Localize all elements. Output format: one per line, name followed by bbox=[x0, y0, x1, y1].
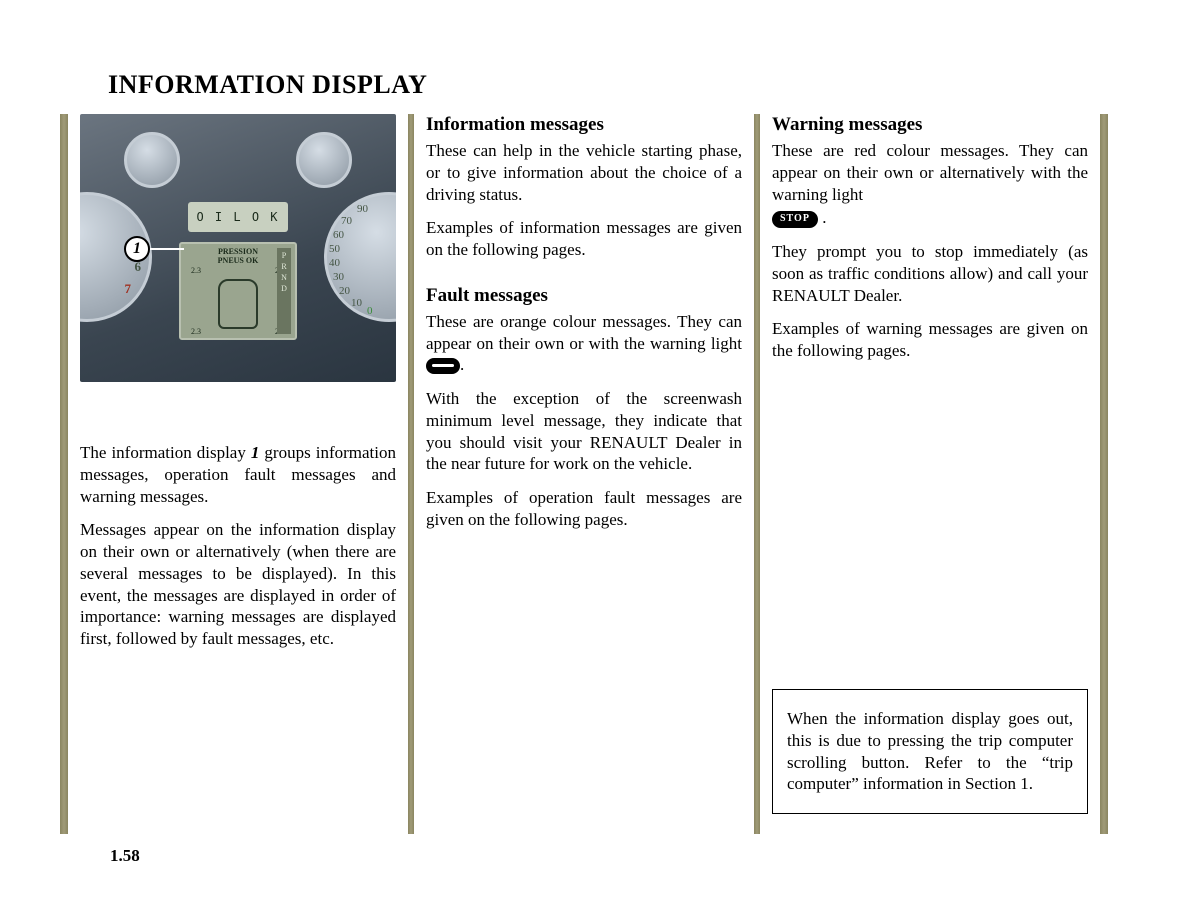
text: The information display bbox=[80, 443, 251, 462]
temp-gauge-icon bbox=[296, 132, 352, 188]
tach-num: 7 bbox=[125, 281, 132, 297]
wrench-icon bbox=[426, 358, 460, 374]
text: . bbox=[460, 355, 464, 374]
col3-para1: These are red colour messages. They can … bbox=[772, 140, 1088, 205]
warning-messages-heading: Warning messages bbox=[772, 114, 1088, 136]
info-messages-section: Information messages These can help in t… bbox=[426, 114, 742, 261]
col1-para1: The information display 1 groups informa… bbox=[80, 442, 396, 507]
car-outline-icon bbox=[218, 279, 258, 329]
pressure-label: PRESSION PNEUS OK bbox=[185, 248, 291, 266]
text: . bbox=[818, 208, 827, 227]
text: These are orange colour messages. They c… bbox=[426, 312, 742, 353]
speedo-num: 30 bbox=[333, 271, 344, 283]
gear-r: R bbox=[277, 261, 291, 272]
tire-value: 2.3 bbox=[191, 327, 201, 336]
col2-para5: Examples of operation fault messages are… bbox=[426, 487, 742, 531]
lcd-oil-ok: O I L O K bbox=[188, 202, 288, 232]
column-divider bbox=[60, 114, 68, 834]
gear-indicator: P R N D bbox=[277, 248, 291, 334]
stop-icon: STOP bbox=[772, 211, 818, 228]
col2-para3: These are orange colour messages. They c… bbox=[426, 311, 742, 376]
gear-n: N bbox=[277, 272, 291, 283]
speedometer-gauge: 90 70 60 50 40 30 20 10 0 k bbox=[324, 192, 396, 322]
col3-para2: They prompt you to stop immediately (as … bbox=[772, 241, 1088, 306]
gear-p: P bbox=[277, 250, 291, 261]
col3-para3: Examples of warning messages are given o… bbox=[772, 318, 1088, 362]
info-messages-heading: Information messages bbox=[426, 114, 742, 136]
speedo-num: 40 bbox=[329, 257, 340, 269]
col2-para4: With the exception of the screenwash min… bbox=[426, 388, 742, 475]
speedo-num: 90 bbox=[357, 203, 368, 215]
column-1: 5 6 7 90 70 60 50 40 30 20 10 0 k O I L … bbox=[68, 114, 408, 834]
fuel-gauge-icon bbox=[124, 132, 180, 188]
page-number: 1.58 bbox=[110, 846, 140, 866]
speedo-num: 50 bbox=[329, 243, 340, 255]
speedo-num: 10 bbox=[351, 297, 362, 309]
note-box: When the information display goes out, t… bbox=[772, 689, 1088, 814]
column-divider bbox=[1100, 114, 1108, 834]
col1-para2: Messages appear on the information displ… bbox=[80, 519, 396, 650]
column-2: Information messages These can help in t… bbox=[414, 114, 754, 834]
callout-line bbox=[150, 248, 184, 250]
callout-badge: 1 bbox=[124, 236, 150, 262]
stop-line: STOP . bbox=[772, 207, 1088, 229]
col2-para2: Examples of information messages are giv… bbox=[426, 217, 742, 261]
content-columns: 5 6 7 90 70 60 50 40 30 20 10 0 k O I L … bbox=[60, 114, 1140, 834]
col2-para1: These can help in the vehicle starting p… bbox=[426, 140, 742, 205]
gear-d: D bbox=[277, 283, 291, 294]
lcd-pressure-display: PRESSION PNEUS OK 2.3 2.3 2.3 2.3 P R N … bbox=[179, 242, 297, 340]
speedo-num: 0 bbox=[367, 305, 373, 317]
speedo-num: 20 bbox=[339, 285, 350, 297]
column-3: Warning messages These are red colour me… bbox=[760, 114, 1100, 834]
speedo-num: 60 bbox=[333, 229, 344, 241]
warning-messages-section: Warning messages These are red colour me… bbox=[772, 114, 1088, 362]
text: These are red colour messages. They can … bbox=[772, 141, 1088, 204]
dashboard-illustration: 5 6 7 90 70 60 50 40 30 20 10 0 k O I L … bbox=[80, 114, 396, 382]
fault-messages-section: Fault messages These are orange colour m… bbox=[426, 285, 742, 531]
speedo-num: 70 bbox=[341, 215, 352, 227]
tire-value: 2.3 bbox=[191, 266, 201, 275]
fault-messages-heading: Fault messages bbox=[426, 285, 742, 307]
page-title: INFORMATION DISPLAY bbox=[108, 70, 1140, 100]
